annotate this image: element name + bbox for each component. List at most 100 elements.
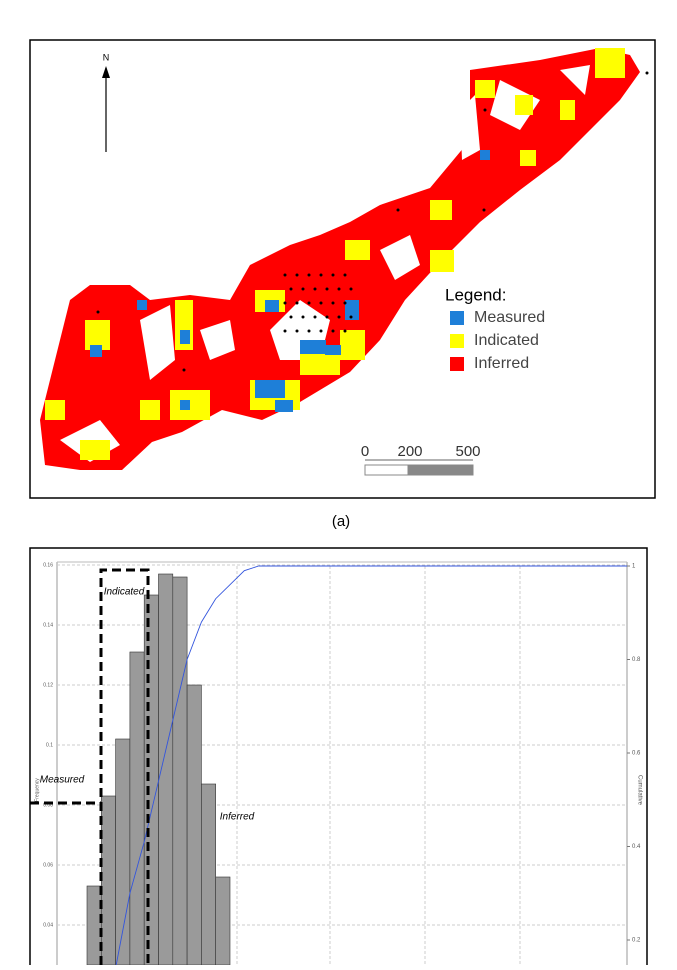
legend-label: Inferred: [474, 355, 529, 372]
indicated-patch: [520, 150, 536, 166]
legend-swatch: [450, 357, 464, 371]
bar: [101, 795, 116, 966]
bar: [129, 651, 145, 966]
indicated-box: [99, 568, 150, 965]
annotation: Inferred: [220, 812, 255, 823]
measured-patch: [300, 340, 326, 354]
drill-hole: [343, 301, 347, 305]
scale-label: 0: [361, 443, 369, 460]
drill-hole: [283, 329, 287, 333]
drill-hole: [283, 273, 287, 277]
caption: (a): [332, 513, 350, 530]
legend-label: Indicated: [474, 332, 539, 349]
measured-patch: [180, 330, 190, 344]
indicated-patch: [340, 330, 365, 360]
indicated-patch: [80, 440, 110, 460]
drill-hole: [325, 315, 329, 319]
gap: [460, 95, 480, 160]
annotation: Indicated: [104, 587, 145, 598]
gap: [200, 320, 235, 360]
bar: [143, 594, 159, 966]
drill-hole: [295, 301, 299, 305]
scale-bar-white: [364, 464, 409, 476]
north-arrow-head: [102, 66, 110, 78]
y-tick-label: 0.16: [43, 562, 53, 568]
drill-hole: [295, 329, 299, 333]
indicated-patch: [560, 100, 575, 120]
drill-hole: [483, 108, 487, 112]
drill-hole: [331, 273, 335, 277]
drill-hole: [337, 287, 341, 291]
drill-hole: [289, 315, 293, 319]
drill-hole: [313, 287, 317, 291]
bar: [158, 573, 174, 966]
drill-hole: [331, 329, 335, 333]
bar: [86, 885, 102, 966]
drill-hole: [307, 273, 311, 277]
scale-label: 500: [455, 443, 480, 460]
measured-patch: [180, 400, 190, 410]
bar: [215, 876, 231, 966]
drill-hole: [325, 287, 329, 291]
indicated-patch: [430, 250, 454, 272]
drill-hole: [307, 329, 311, 333]
drill-hole: [645, 71, 649, 75]
map: [40, 48, 649, 470]
gap: [560, 65, 590, 95]
indicated-patch: [475, 80, 495, 98]
drill-hole: [313, 315, 317, 319]
gap: [380, 235, 420, 280]
chart: 0.04 0.06 0.08 0.1 0.12 0.14 0.16 0.2 0.4 0.6 0.8 1…: [30, 561, 642, 969]
y-tick-label: 0.08: [43, 802, 53, 808]
y2-tick-label: 0.2: [632, 938, 641, 944]
gap: [140, 305, 175, 380]
indicated-patch: [430, 200, 452, 220]
indicated-patch: [140, 400, 160, 420]
drill-hole: [289, 287, 293, 291]
y2-tick-label: 1: [632, 564, 636, 570]
drill-hole: [349, 315, 353, 319]
scale-bar-gray: [407, 464, 474, 476]
y-tick-label: 0.14: [43, 622, 53, 628]
drill-hole: [301, 315, 305, 319]
north-label: N: [103, 52, 110, 62]
drill-hole: [343, 273, 347, 277]
y-tick-label: 0.1: [46, 742, 53, 748]
drill-hole: [482, 208, 486, 212]
bar: [172, 576, 188, 966]
measured-patch: [480, 150, 490, 160]
measured-patch: [275, 400, 293, 412]
legend-label: Measured: [474, 309, 545, 326]
indicated-patch: [45, 400, 65, 420]
measured-patch: [265, 300, 279, 312]
drill-hole: [343, 329, 347, 333]
y2-tick-label: 0.6: [632, 751, 641, 757]
drill-hole: [319, 301, 323, 305]
drill-hole: [182, 368, 186, 372]
drill-hole: [349, 287, 353, 291]
measured-patch: [345, 300, 359, 320]
legend: Measured Indicated Inferred: [450, 309, 545, 372]
drill-hole: [331, 301, 335, 305]
drill-hole: [337, 315, 341, 319]
drill-hole: [307, 301, 311, 305]
y2-tick-label: 0.8: [632, 657, 641, 663]
measured-patch: [137, 300, 147, 310]
cumulative-line: [115, 565, 259, 969]
drill-hole: [301, 287, 305, 291]
drill-hole: [319, 329, 323, 333]
bar: [186, 684, 202, 966]
legend-swatch: [450, 334, 464, 348]
y-tick-label: 0.04: [43, 922, 53, 928]
y-axis-label: Frequency: [34, 778, 40, 802]
y2-tick-label: 0.4: [632, 844, 641, 850]
drill-hole: [396, 208, 400, 212]
drill-hole: [96, 310, 100, 314]
measured-patch: [325, 345, 341, 355]
bar: [201, 783, 216, 966]
indicated-patch: [345, 240, 370, 260]
y2-axis-label: Cumulative: [636, 775, 642, 806]
legend-swatch: [450, 311, 464, 325]
